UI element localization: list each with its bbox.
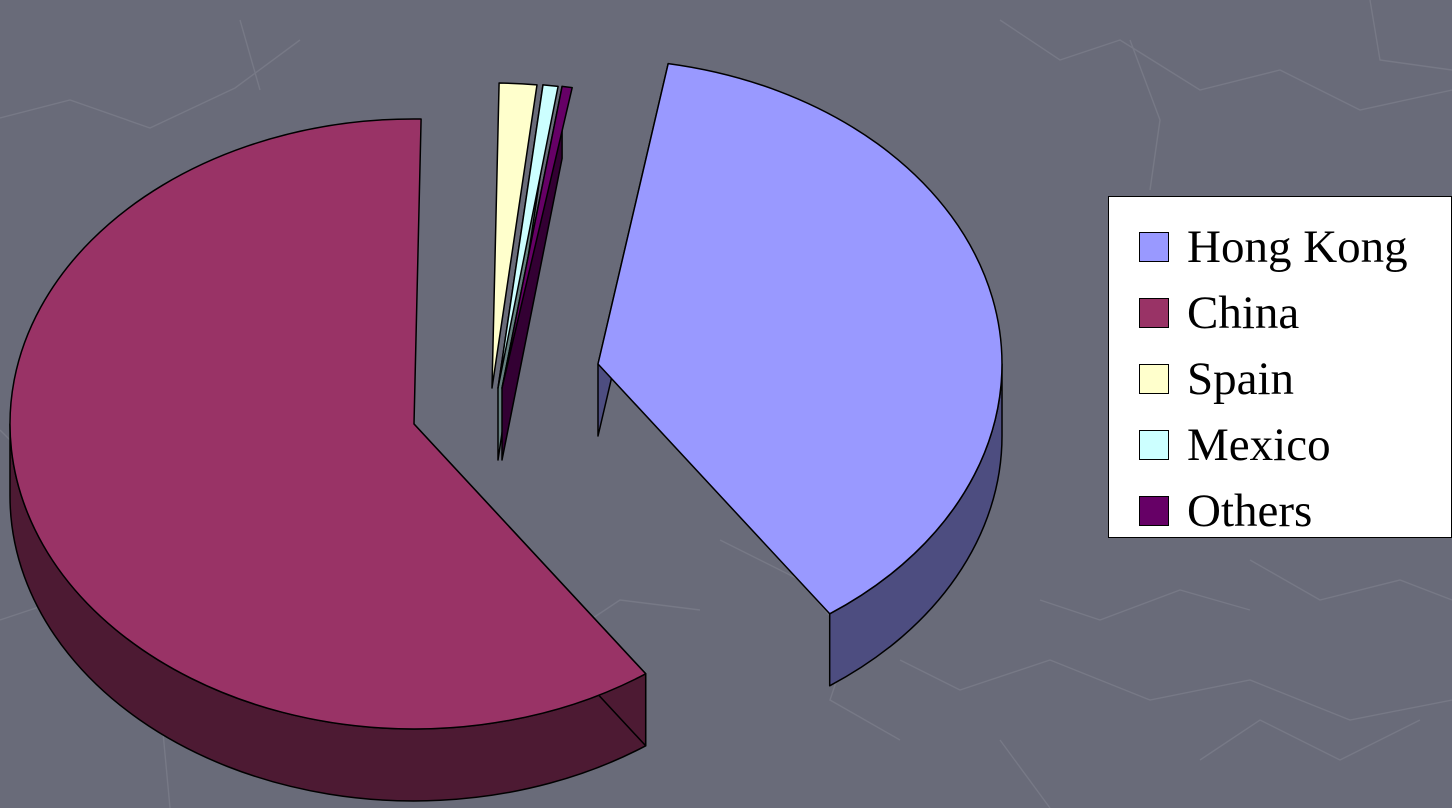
legend-item-others: Others [1139, 478, 1451, 544]
pie-top-faces [9, 62, 1003, 730]
legend-label-spain: Spain [1187, 352, 1295, 405]
legend-swatch-mexico [1139, 430, 1169, 460]
chart-legend: Hong Kong China Spain Mexico Others [1108, 196, 1452, 538]
legend-swatch-china [1139, 298, 1169, 328]
pie-slice-others [501, 85, 573, 389]
pie-slice-hong-kong [597, 62, 1003, 615]
legend-label-hong-kong: Hong Kong [1187, 220, 1408, 273]
legend-swatch-others [1139, 496, 1169, 526]
legend-item-spain: Spain [1139, 346, 1451, 412]
pie-slice-mexico [497, 84, 559, 389]
pie-slice-spain [491, 82, 538, 389]
legend-label-others: Others [1187, 484, 1313, 537]
legend-item-hong-kong: Hong Kong [1139, 214, 1451, 280]
legend-item-china: China [1139, 280, 1451, 346]
legend-swatch-hong-kong [1139, 232, 1169, 262]
pie-slice-china [9, 118, 647, 730]
legend-item-mexico: Mexico [1139, 412, 1451, 478]
pie-chart [9, 62, 1003, 802]
legend-label-china: China [1187, 286, 1300, 339]
legend-label-mexico: Mexico [1187, 418, 1331, 471]
legend-swatch-spain [1139, 364, 1169, 394]
